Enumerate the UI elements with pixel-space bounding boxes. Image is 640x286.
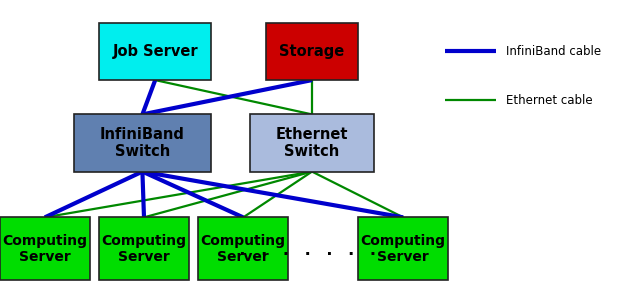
FancyBboxPatch shape — [0, 217, 90, 280]
Text: Storage: Storage — [280, 44, 344, 59]
Text: Ethernet cable: Ethernet cable — [506, 94, 592, 107]
Text: Ethernet
Switch: Ethernet Switch — [276, 127, 348, 159]
FancyBboxPatch shape — [358, 217, 448, 280]
FancyBboxPatch shape — [99, 217, 189, 280]
FancyBboxPatch shape — [99, 23, 211, 80]
Text: . . . . . . .: . . . . . . . — [237, 241, 378, 259]
Text: Computing
Server: Computing Server — [361, 234, 445, 264]
Text: Computing
Server: Computing Server — [102, 234, 186, 264]
Text: InfiniBand
Switch: InfiniBand Switch — [100, 127, 185, 159]
Text: Job Server: Job Server — [113, 44, 198, 59]
Text: Computing
Server: Computing Server — [201, 234, 285, 264]
FancyBboxPatch shape — [250, 114, 374, 172]
Text: Computing
Server: Computing Server — [3, 234, 87, 264]
Text: InfiniBand cable: InfiniBand cable — [506, 45, 601, 58]
FancyBboxPatch shape — [74, 114, 211, 172]
FancyBboxPatch shape — [198, 217, 288, 280]
FancyBboxPatch shape — [266, 23, 358, 80]
